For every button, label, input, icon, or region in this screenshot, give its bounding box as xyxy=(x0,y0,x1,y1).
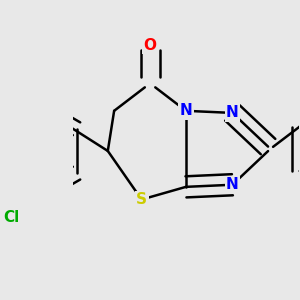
Text: N: N xyxy=(226,177,239,192)
Text: N: N xyxy=(180,103,192,118)
Text: Cl: Cl xyxy=(3,210,20,225)
Text: O: O xyxy=(144,38,157,53)
Text: N: N xyxy=(226,105,239,120)
Text: S: S xyxy=(136,192,147,207)
